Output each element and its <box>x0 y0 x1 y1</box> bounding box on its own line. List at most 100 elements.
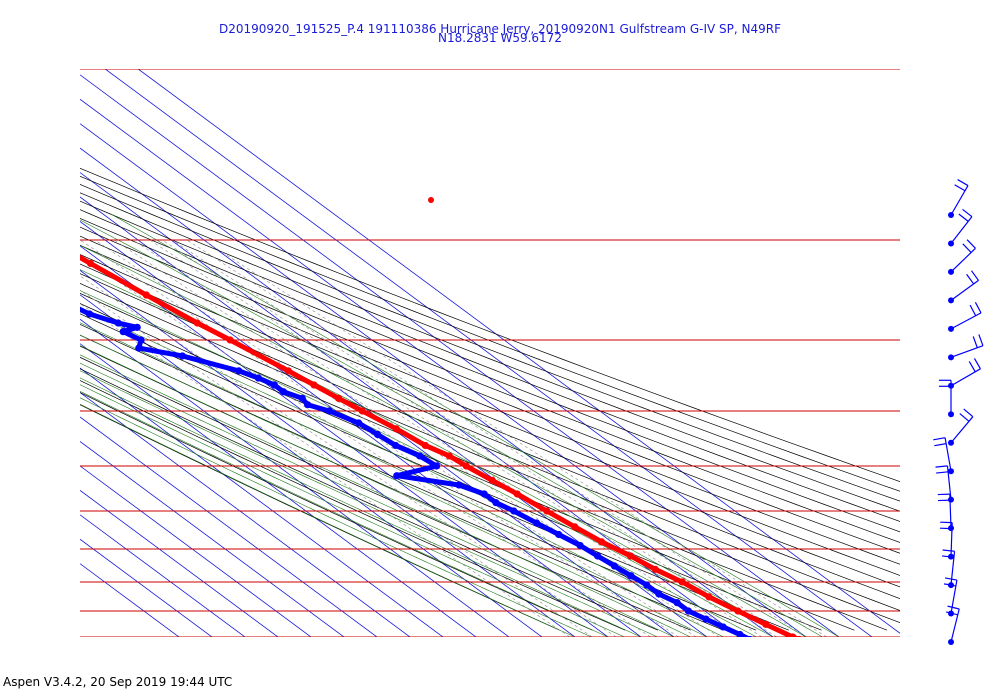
temperature-point <box>392 425 400 433</box>
dewpoint-point <box>393 472 401 480</box>
temperature-point <box>86 259 95 268</box>
temperature-point <box>705 593 713 601</box>
wind-barb-shaft <box>950 368 981 387</box>
dewpoint-point <box>178 352 186 360</box>
temperature-point <box>734 607 742 615</box>
isotherm-line <box>80 441 345 637</box>
wind-barb <box>939 379 954 418</box>
wind-barb-shaft <box>950 279 979 301</box>
wind-barb-flag <box>969 304 977 317</box>
temperature-point <box>445 452 453 460</box>
wind-barb-flag <box>933 437 946 441</box>
wind-barb-flag <box>968 361 976 373</box>
isotherm-line <box>80 270 576 637</box>
dewpoint-point <box>627 572 635 580</box>
moist-adiabat-line <box>80 384 625 637</box>
dry-adiabat-line <box>80 356 691 631</box>
temperature-profile-line <box>80 254 800 637</box>
isotherm-line <box>80 343 477 637</box>
moist-adiabat-line <box>80 403 576 637</box>
dewpoint-point <box>455 481 463 489</box>
wind-barb-shaft <box>950 416 974 444</box>
temperature-point <box>796 635 803 637</box>
dewpoint-point <box>30 281 37 288</box>
wind-barb-flag <box>936 471 949 474</box>
dewpoint-point <box>492 499 500 507</box>
wind-barb-flag <box>935 465 948 468</box>
dry-adiabat-line <box>80 175 900 492</box>
dry-adiabat-line <box>80 282 900 624</box>
temperature-point <box>310 381 318 389</box>
temperature-point <box>358 407 366 415</box>
dry-adiabat-line <box>80 209 900 533</box>
wind-barb-flag <box>947 605 960 610</box>
mixing-ratio-line <box>171 239 789 637</box>
dewpoint-point <box>114 319 122 327</box>
wind-barb-flag <box>970 270 979 281</box>
wind-barb-flag <box>934 443 947 447</box>
wind-barb <box>948 208 973 247</box>
dewpoint-point <box>0 260 5 267</box>
dewpoint-point <box>392 441 400 450</box>
isotherm-line <box>80 416 378 637</box>
dewpoint-point <box>610 562 619 570</box>
wind-barb <box>945 605 960 645</box>
wind-barb <box>948 302 982 332</box>
sounding-profiles <box>0 197 803 637</box>
dry-adiabat-line <box>80 244 900 576</box>
dewpoint-point <box>576 541 584 550</box>
temperature-marker-point <box>428 197 434 203</box>
dry-adiabat-line <box>80 292 888 631</box>
dewpoint-point <box>298 394 306 402</box>
temperature-point <box>598 538 606 546</box>
wind-barb-shaft <box>950 345 984 358</box>
temperature-point <box>513 490 521 498</box>
wind-barb-shaft <box>950 247 976 273</box>
dewpoint-point <box>684 607 693 615</box>
isotherm-line <box>80 367 444 637</box>
dewpoint-point <box>533 519 541 527</box>
wind-barb <box>948 358 981 389</box>
dewpoint-point <box>594 552 602 560</box>
temperature-point <box>762 620 770 628</box>
isotherm-line <box>80 318 510 637</box>
moist-adiabat-line <box>80 334 724 637</box>
chart-title-line1: D20190920_191525_P.4 191110386 Hurricane… <box>219 22 781 36</box>
dewpoint-point <box>655 590 663 598</box>
temperature-point <box>284 367 292 375</box>
dewpoint-point <box>747 635 753 637</box>
wind-barb-flag <box>972 336 978 348</box>
isotherm-line <box>104 69 873 637</box>
dewpoint-point <box>702 615 710 623</box>
dewpoint-point <box>673 599 681 607</box>
wind-barb <box>948 239 976 275</box>
dewpoint-point <box>510 507 518 515</box>
moist-adiabat-line <box>80 370 658 637</box>
dewpoint-point <box>137 336 145 344</box>
wind-barb-flag <box>973 358 981 370</box>
moist-adiabat-line <box>80 397 592 637</box>
dry-adiabat-line <box>80 404 560 631</box>
wind-barb-shaft <box>950 185 969 216</box>
dewpoint-point <box>235 367 243 375</box>
dewpoint-point <box>270 381 278 389</box>
wind-barb-flag <box>941 555 954 558</box>
temperature-point <box>193 319 201 327</box>
wind-barb-flag <box>942 549 955 552</box>
dewpoint-point <box>12 265 19 272</box>
wind-barb-flag <box>945 611 958 616</box>
temperature-point <box>22 224 29 231</box>
temperature-point <box>651 565 659 573</box>
temperature-point <box>543 507 551 515</box>
wind-barb-flag <box>962 243 972 253</box>
mixing-ratio-line <box>161 239 777 637</box>
wind-barb-flag <box>957 179 969 187</box>
moist-adiabat-line <box>80 219 823 637</box>
isotherm-line <box>80 123 774 637</box>
dewpoint-point <box>254 374 262 382</box>
dry-adiabat-line <box>80 380 626 631</box>
dry-adiabat-line <box>80 303 855 631</box>
temperature-point <box>142 291 150 299</box>
isotherm-line <box>80 74 840 637</box>
